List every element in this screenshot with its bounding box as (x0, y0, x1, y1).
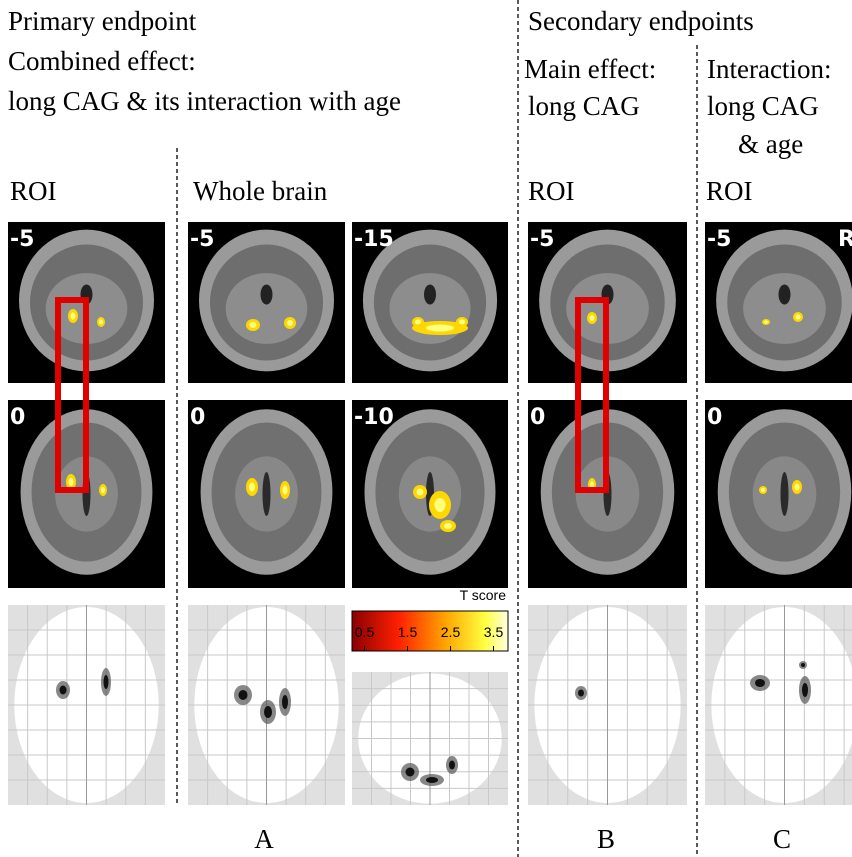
header-text: Secondary endpoints (528, 6, 754, 36)
slice-label: 0 (530, 405, 545, 430)
header-text: & age (738, 129, 803, 159)
activation-blob (287, 320, 293, 326)
brain-tissue (424, 285, 436, 305)
glass-blob (755, 679, 765, 687)
activation-blob (459, 320, 465, 325)
glass-blob (239, 690, 248, 700)
header-text: long CAG (528, 91, 640, 121)
activation-blob (426, 325, 454, 332)
figure: Primary endpoint Combined effect: long C… (0, 0, 852, 857)
slice-label: -10 (354, 405, 394, 430)
brain-tissue (781, 472, 789, 516)
slice-label: -5 (530, 227, 554, 252)
orientation-label: R (838, 227, 852, 252)
glass-blob (578, 690, 584, 697)
activation-blob (796, 315, 801, 320)
image-layer: -5 0 -5 0 -15 -10 -5 0 -5 0 R (8, 222, 852, 805)
colorbar-tick-label: 1.5 (398, 624, 418, 640)
header-text: Main effect: (524, 54, 656, 84)
brain-tissue (261, 285, 273, 305)
column-label: ROI (528, 176, 575, 206)
activation-blob (417, 489, 424, 496)
colorbar-tick-label: 2.5 (441, 624, 461, 640)
activation-blob (69, 478, 74, 486)
activation-blob (444, 523, 452, 529)
activation-blob (101, 487, 105, 493)
glass-blob (104, 675, 109, 689)
slice-label: -5 (10, 227, 34, 252)
activation-blob (99, 320, 103, 325)
slice-label: 0 (10, 405, 25, 430)
column-label: ROI (10, 176, 57, 206)
panel-label: C (773, 824, 791, 854)
activation-blob (764, 321, 768, 324)
activation-blob (761, 488, 765, 492)
slice-label: -15 (354, 227, 394, 252)
brain-tissue (743, 273, 826, 344)
glass-blob (802, 683, 808, 697)
colorbar-title: T score (460, 587, 507, 603)
activation-blob (795, 484, 800, 491)
activation-blob (249, 483, 255, 492)
activation-blob (71, 313, 76, 320)
brain-tissue (263, 472, 271, 516)
activation-blob (250, 322, 257, 328)
colorbar-tick-label: 0.5 (355, 624, 375, 640)
panel-label: A (254, 824, 274, 854)
activation-blob (283, 486, 288, 495)
glass-blob (406, 768, 415, 777)
glass-blob (426, 777, 438, 783)
activation-blob (435, 498, 446, 512)
slice-label: -5 (707, 227, 731, 252)
glass-blob (264, 706, 272, 718)
header-text: long CAG & its interaction with age (8, 86, 401, 116)
activation-blob (415, 320, 421, 325)
header-text: Interaction: (707, 54, 831, 84)
panel-label: B (597, 824, 615, 854)
column-label: ROI (706, 176, 753, 206)
colorbar-tick-label: 3.5 (484, 624, 504, 640)
slice-label: 0 (707, 405, 722, 430)
page: {"header": {"primary": ["Primary endpoin… (0, 0, 852, 857)
glass-blob (60, 686, 67, 695)
glass-blob (801, 663, 805, 667)
slice-label: 0 (190, 405, 205, 430)
column-label: Whole brain (193, 176, 328, 206)
activation-blob (590, 315, 595, 321)
header-text: Primary endpoint (8, 6, 197, 36)
header-text: Combined effect: (8, 46, 196, 76)
glass-blob (449, 761, 455, 770)
header-text: long CAG (707, 91, 819, 121)
brain-tissue (226, 273, 308, 344)
brain-tissue (779, 285, 791, 305)
glass-blob (282, 695, 288, 709)
slice-label: -5 (190, 227, 214, 252)
